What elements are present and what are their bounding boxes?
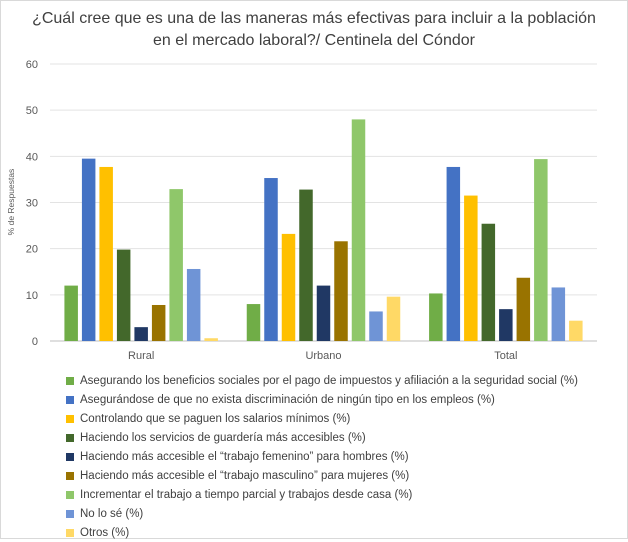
bar bbox=[499, 309, 513, 341]
bar bbox=[316, 285, 331, 341]
y-tick-labels: 0 10 20 30 40 50 60 bbox=[26, 59, 38, 348]
bar bbox=[116, 249, 131, 341]
legend-item: Controlando que se paguen los salarios m… bbox=[66, 409, 578, 428]
legend-item: Haciendo más accesible el “trabajo femen… bbox=[66, 447, 578, 466]
bar bbox=[464, 195, 478, 341]
legend-item: Asegurando los beneficios sociales por e… bbox=[66, 371, 578, 390]
legend-label: Haciendo más accesible el “trabajo mascu… bbox=[80, 469, 410, 482]
y-tick-label: 60 bbox=[26, 59, 38, 71]
bar bbox=[281, 233, 296, 341]
y-tick-label: 30 bbox=[26, 198, 38, 210]
legend-label: Asegurando los beneficios sociales por e… bbox=[80, 374, 578, 387]
y-tick-label: 10 bbox=[26, 290, 38, 302]
legend-item: Asegurándose de que no exista discrimina… bbox=[66, 390, 578, 409]
legend-item: Haciendo más accesible el “trabajo mascu… bbox=[66, 466, 578, 485]
bar bbox=[169, 189, 183, 341]
legend-swatch bbox=[66, 528, 74, 537]
legend-item: Otros (%) bbox=[66, 523, 578, 542]
y-tick-label: 50 bbox=[26, 105, 38, 117]
legend-swatch bbox=[66, 509, 74, 518]
legend-swatch bbox=[66, 471, 74, 480]
y-tick-label: 20 bbox=[26, 244, 38, 256]
bar bbox=[551, 287, 566, 341]
bar bbox=[516, 277, 531, 341]
y-tick-label: 0 bbox=[32, 336, 38, 348]
x-tick-labels: Rural Urbano Total bbox=[128, 350, 517, 362]
legend-swatch bbox=[66, 376, 74, 385]
bar bbox=[369, 311, 383, 341]
legend-item: Incrementar el trabajo a tiempo parcial … bbox=[66, 485, 578, 504]
bar bbox=[134, 327, 148, 341]
x-tick-label: Rural bbox=[128, 350, 154, 362]
legend-swatch bbox=[66, 433, 74, 442]
y-tick-label: 40 bbox=[26, 151, 38, 163]
legend-item: Haciendo los servicios de guardería más … bbox=[66, 428, 578, 447]
legend-label: Asegurándose de que no exista discrimina… bbox=[80, 393, 495, 406]
bar bbox=[334, 241, 348, 341]
bar bbox=[186, 268, 201, 341]
legend-label: Incrementar el trabajo a tiempo parcial … bbox=[80, 488, 413, 501]
x-tick-label: Urbano bbox=[305, 350, 341, 362]
bar bbox=[246, 304, 261, 341]
bar bbox=[534, 159, 548, 341]
chart-title-line2: en el mercado laboral?/ Centinela del Có… bbox=[153, 32, 475, 49]
legend-label: Otros (%) bbox=[80, 526, 130, 539]
bar bbox=[481, 223, 496, 341]
bar bbox=[64, 285, 78, 341]
legend-label: Controlando que se paguen los salarios m… bbox=[80, 412, 351, 425]
bar bbox=[429, 293, 443, 341]
bar bbox=[299, 189, 313, 341]
legend-item: No lo sé (%) bbox=[66, 504, 578, 523]
chart-title-line1: ¿Cuál cree que es una de las maneras más… bbox=[32, 10, 596, 27]
bar-chart: 0 10 20 30 40 50 60 Rural Urbano Total % de Resp… bbox=[6, 59, 597, 362]
legend-label: Haciendo más accesible el “trabajo femen… bbox=[80, 450, 409, 463]
bars bbox=[64, 119, 583, 342]
bar bbox=[204, 338, 218, 341]
bar bbox=[99, 166, 113, 341]
y-axis-label: % de Respuestas bbox=[6, 169, 16, 236]
legend-label: No lo sé (%) bbox=[80, 507, 144, 520]
bar bbox=[569, 320, 583, 341]
legend-label: Haciendo los servicios de guardería más … bbox=[80, 431, 366, 444]
legend-swatch bbox=[66, 414, 74, 423]
legend-swatch bbox=[66, 490, 74, 499]
bar bbox=[81, 158, 96, 341]
bar bbox=[446, 166, 461, 341]
chart-title: ¿Cuál cree que es una de las maneras más… bbox=[0, 8, 628, 52]
legend: Asegurando los beneficios sociales por e… bbox=[66, 371, 578, 542]
legend-swatch bbox=[66, 452, 74, 461]
bar bbox=[264, 178, 278, 341]
bar bbox=[386, 296, 401, 341]
bar bbox=[151, 304, 166, 341]
x-tick-label: Total bbox=[494, 350, 517, 362]
bar bbox=[351, 119, 366, 342]
legend-swatch bbox=[66, 395, 74, 404]
